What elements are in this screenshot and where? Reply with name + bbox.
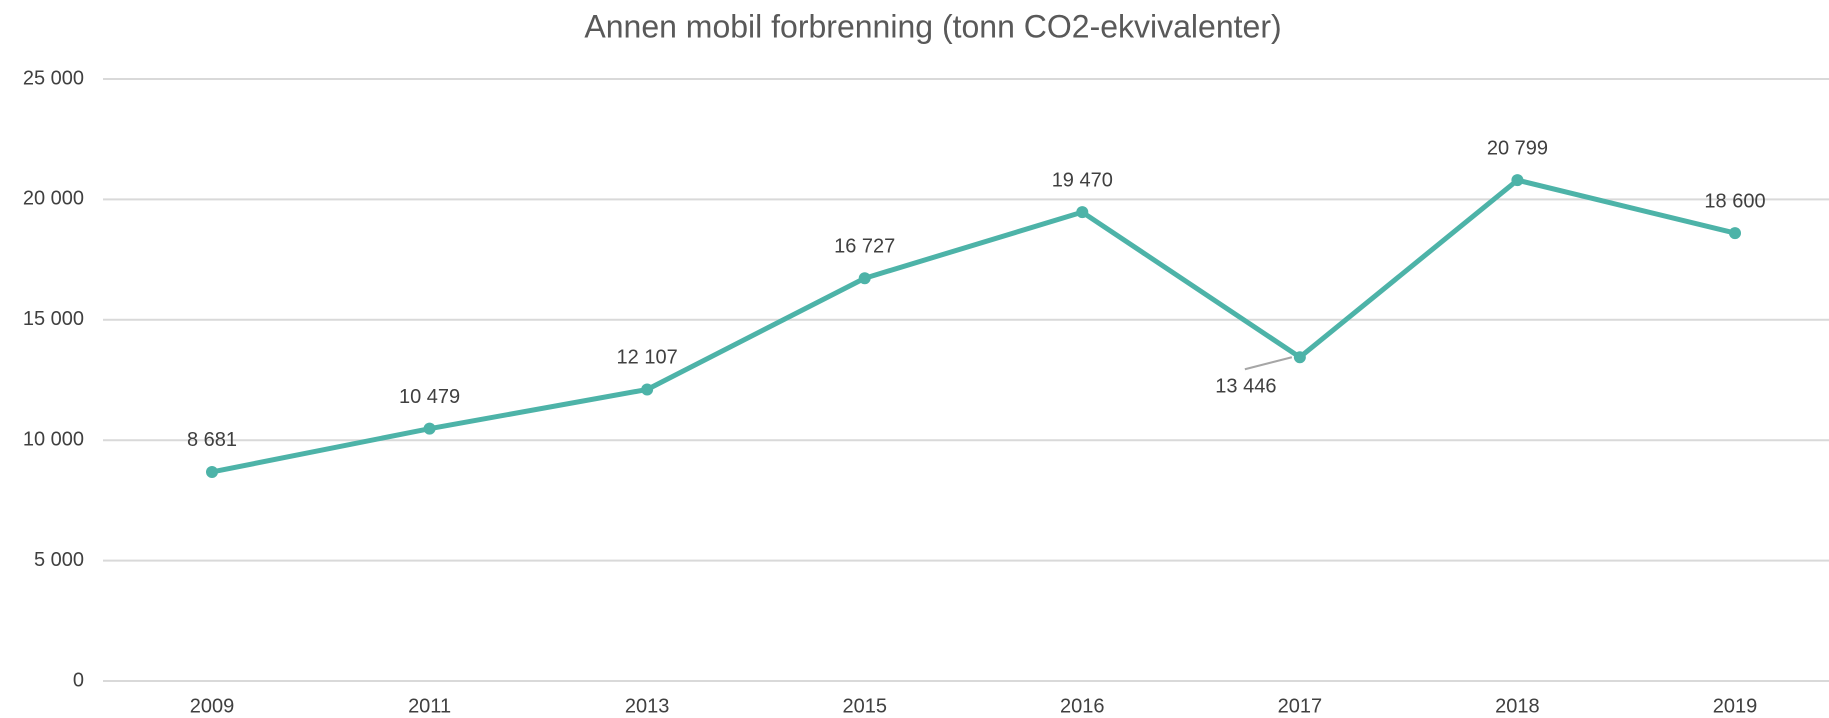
point [423,422,436,435]
x-tick-label: 2018 [1495,695,1540,717]
x-tick-label: 2011 [408,695,451,717]
data-label: 20 799 [1487,137,1548,159]
data-label: 19 470 [1052,169,1113,191]
y-tick-label: 10 000 [23,428,84,450]
data-label: 16 727 [834,235,895,257]
y-tick-label: 25 000 [23,67,84,89]
point [1729,227,1741,240]
leader-line [1244,356,1293,371]
point [1076,206,1089,219]
point [858,272,871,285]
x-tick-label: 2016 [1060,695,1105,717]
x-tick-label: 2017 [1278,695,1323,717]
data-label: 13 446 [1215,376,1276,398]
x-tick-label: 2015 [842,695,887,717]
data-label: 12 107 [617,347,678,369]
x-tick-label: 2013 [625,695,670,717]
point [1293,351,1306,364]
data-label: 8 681 [187,429,237,451]
line [211,177,1736,475]
y-tick-label: 20 000 [23,188,84,210]
point [206,465,218,478]
x-tick-label: 2009 [190,695,235,717]
y-tick-label: 0 [73,669,84,691]
chart-title: Annen mobil forbrenning (tonn CO2-ekviva… [584,8,1281,44]
y-tick-label: 15 000 [23,308,84,330]
point [641,383,654,396]
x-tick-label: 2019 [1713,695,1758,717]
y-tick-label: 5 000 [34,549,84,571]
data-label: 10 479 [399,386,460,408]
point [1511,174,1524,187]
data-label: 18 600 [1704,190,1765,212]
